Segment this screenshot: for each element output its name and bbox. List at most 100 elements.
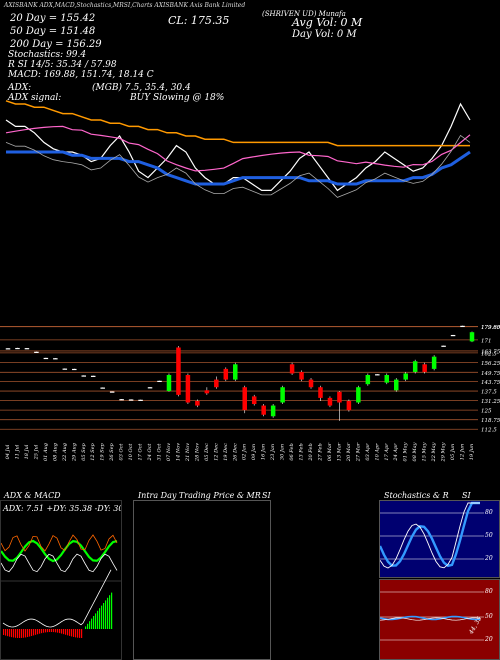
candle	[280, 387, 285, 403]
candle	[176, 347, 181, 395]
stoch-panel-title: Stochastics & R	[384, 491, 449, 500]
macd-bar	[103, 603, 105, 629]
candle	[157, 380, 162, 383]
candle	[242, 387, 247, 411]
ma-line-2	[5, 100, 470, 147]
date-label: 10 Apr	[374, 443, 380, 461]
adx-panel: ADX: 7.51 +DY: 35.38 -DY: 30.44	[0, 500, 122, 660]
date-label: 06 Mar	[327, 442, 333, 461]
price-tick: 112.5	[481, 428, 497, 434]
date-label: 23 Jan	[270, 444, 276, 461]
candle	[128, 399, 134, 401]
macd-bar	[3, 629, 5, 635]
macd-bar	[91, 618, 93, 629]
candle	[460, 325, 465, 328]
macd-bar	[69, 629, 71, 636]
candle	[365, 375, 371, 385]
candle	[431, 356, 437, 369]
adx-signal-label: ADX signal:	[8, 93, 62, 103]
candle	[5, 348, 11, 350]
macd-bar	[73, 629, 75, 637]
date-label: 08 Aug	[52, 443, 58, 461]
macd-bar	[15, 629, 17, 638]
ma-line-1	[6, 150, 471, 186]
price-tick: 149.75	[481, 371, 500, 377]
date-label: 05 Sep	[81, 442, 87, 460]
mrsi-tick-20: 20	[485, 636, 493, 643]
date-label: 03 Oct	[119, 443, 125, 461]
date-label: 12 Sep	[90, 442, 96, 460]
mrsi-line	[380, 615, 481, 621]
intraday-panel	[133, 500, 271, 660]
candle	[34, 351, 39, 353]
macd-bar	[59, 629, 61, 634]
candle	[469, 332, 475, 342]
macd-bar	[31, 629, 33, 637]
macd-bar	[79, 629, 81, 638]
candle	[384, 375, 390, 383]
stoch-d-line	[380, 502, 480, 569]
date-label: 26 Sep	[109, 442, 115, 461]
close-label: CL: 175.35	[168, 14, 230, 27]
ma20-label: 20 Day = 155.42	[10, 13, 96, 24]
date-label: 22 Aug	[62, 443, 68, 462]
macd-bar	[21, 629, 23, 638]
date-label: 08 May	[412, 442, 418, 461]
stoch-tick-50: 50	[485, 532, 493, 539]
macd-bar	[107, 597, 109, 629]
candle	[251, 396, 257, 405]
adx-vals: (MGB) 7.5, 35.4, 30.4	[92, 83, 191, 93]
date-label: 16 Jan	[261, 444, 267, 460]
macd-bar	[67, 629, 69, 636]
date-label: 06 Feb	[289, 443, 295, 460]
stoch-tick-80: 80	[485, 509, 493, 516]
date-label: 30 Jan	[280, 444, 286, 460]
candle	[100, 387, 105, 389]
price-tick: 163.75	[481, 349, 500, 355]
date-label: 24 Apr	[393, 443, 399, 462]
candle	[185, 375, 191, 403]
date-label: 22 May	[431, 442, 437, 462]
envelope-line	[5, 134, 471, 198]
candle	[327, 397, 333, 406]
date-label: 05 Dec	[204, 443, 210, 461]
adx-panel-title: ADX & MACD	[4, 491, 61, 500]
date-label: 20 Feb	[308, 443, 314, 461]
macd-bar	[97, 610, 99, 629]
macd-bar	[95, 613, 97, 629]
date-label: 17 Apr	[384, 443, 390, 461]
date-label: 21 Nov	[185, 443, 191, 462]
candle	[43, 357, 49, 360]
date-label: 24 Oct	[147, 443, 153, 462]
macd-bar	[49, 629, 51, 633]
date-label: 19 Sep	[100, 442, 106, 460]
macd-bar	[11, 629, 13, 638]
candle	[90, 375, 96, 377]
macd-bar	[77, 629, 79, 638]
mrsi-tick-80: 80	[485, 588, 493, 595]
price-tick: 137.5	[481, 390, 497, 396]
date-label: 12 Dec	[213, 443, 219, 461]
intraday-si: SI	[262, 491, 271, 500]
date-label: 25 Jul	[33, 444, 39, 460]
macd-bar	[13, 629, 15, 638]
candle	[233, 364, 238, 380]
candle	[318, 387, 323, 398]
macd-line	[2, 569, 112, 628]
macd-bar	[71, 629, 73, 637]
minus-di-line	[1, 553, 118, 573]
macd-bar	[9, 629, 11, 637]
macd-bar	[87, 623, 89, 629]
stoch-k-line	[380, 501, 480, 568]
candle	[393, 379, 399, 391]
date-label: 15 May	[422, 442, 428, 461]
date-label: 27 Mar	[355, 442, 361, 462]
stoch-panel-si: SI	[462, 491, 471, 500]
macd-bar	[41, 629, 43, 634]
candle	[261, 405, 266, 415]
candle	[223, 368, 229, 380]
date-label: 19 Jun	[469, 444, 475, 460]
price-tick: 131.25	[481, 399, 500, 405]
date-label: 27 Feb	[317, 443, 323, 461]
price-tick: 125	[481, 409, 492, 415]
